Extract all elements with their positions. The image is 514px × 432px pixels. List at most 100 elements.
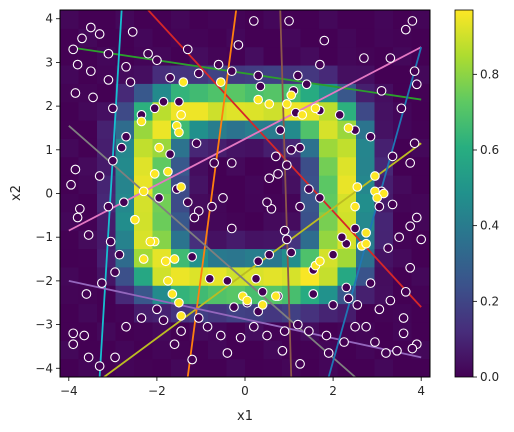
- heatmap-cell: [245, 230, 264, 250]
- heatmap-cell: [78, 138, 98, 158]
- point-class0: [295, 359, 305, 369]
- point-class0: [279, 326, 290, 336]
- heatmap-cell: [263, 358, 283, 377]
- heatmap-cell: [189, 193, 209, 213]
- heatmap-cell: [134, 156, 153, 176]
- point-class0: [110, 352, 120, 363]
- point-class0: [253, 70, 264, 81]
- heatmap-cell: [171, 358, 190, 377]
- colorbar-ticks: 0.0 0.2 0.4 0.6 0.8: [473, 67, 499, 384]
- point-class0: [381, 348, 391, 358]
- heatmap-cell: [263, 65, 283, 84]
- heatmap-cell: [337, 175, 357, 194]
- heatmap-cell: [134, 266, 153, 286]
- heatmap-cell: [300, 193, 320, 213]
- point-class0: [77, 33, 87, 44]
- point-class0: [361, 321, 371, 332]
- point-class0: [235, 332, 246, 343]
- point-class0: [339, 337, 349, 347]
- point-class0: [359, 53, 369, 63]
- point-class0: [125, 77, 136, 87]
- point-class0: [394, 232, 405, 243]
- heatmap-cell: [356, 83, 375, 103]
- heatmap-cell: [300, 358, 320, 377]
- heatmap-cell: [226, 230, 246, 250]
- heatmap-cell: [60, 358, 79, 377]
- point-class1: [178, 77, 189, 87]
- heatmap-cell: [226, 175, 246, 194]
- heatmap-cell: [245, 28, 264, 48]
- heatmap-cell: [319, 65, 338, 84]
- point-class1: [370, 171, 380, 181]
- heatmap-cell: [115, 358, 135, 377]
- heatmap-cell: [226, 101, 246, 121]
- heatmap-cell: [115, 211, 135, 231]
- point-class0: [136, 313, 147, 323]
- point-class0: [281, 160, 292, 170]
- heatmap-cell: [245, 101, 264, 121]
- point-class1: [242, 295, 253, 306]
- heatmap-cell: [115, 156, 135, 176]
- heatmap-cell: [337, 156, 357, 176]
- heatmap-cell: [337, 46, 357, 66]
- point-class1: [138, 254, 149, 264]
- heatmap-cell: [245, 156, 264, 176]
- heatmap-cell: [208, 28, 227, 48]
- heatmap-cell: [411, 46, 430, 66]
- heatmap-cell: [411, 120, 430, 139]
- point-class1: [352, 182, 363, 192]
- heatmap-cell: [300, 120, 320, 139]
- heatmap-cell: [115, 340, 135, 360]
- heatmap-cell: [78, 340, 98, 360]
- point-class0: [189, 212, 200, 223]
- heatmap-cell: [319, 175, 338, 194]
- heatmap-cell: [356, 193, 375, 213]
- heatmap-cell: [356, 10, 375, 29]
- point-class0: [405, 158, 416, 168]
- heatmap-cell: [60, 193, 79, 213]
- heatmap-cell: [60, 10, 79, 29]
- heatmap-cell: [115, 230, 135, 250]
- point-class1: [176, 110, 186, 120]
- heatmap-cell: [189, 156, 209, 176]
- heatmap-cell: [263, 10, 283, 29]
- point-class0: [209, 158, 220, 168]
- point-class0: [405, 262, 416, 273]
- heatmap-cell: [282, 340, 301, 360]
- point-class0: [262, 197, 272, 208]
- heatmap-cell: [356, 65, 375, 84]
- heatmap-cell: [189, 28, 209, 48]
- point-class0: [187, 354, 197, 365]
- heatmap-cell: [300, 46, 320, 66]
- heatmap-cell: [78, 303, 98, 323]
- heatmap-cell: [356, 138, 375, 158]
- heatmap-cell: [60, 303, 79, 323]
- point-class0: [72, 59, 83, 70]
- y-axis-label: x2: [9, 185, 24, 201]
- point-class1: [163, 166, 173, 177]
- heatmap-cell: [152, 28, 172, 48]
- x-axis-ticks: −4 −2 0 2 4: [60, 377, 425, 398]
- point-class0: [365, 131, 376, 142]
- point-class0: [251, 273, 261, 284]
- heatmap-cell: [411, 101, 430, 121]
- point-class0: [253, 256, 264, 267]
- point-class0: [127, 26, 138, 37]
- point-class0: [295, 142, 305, 153]
- point-class0: [416, 234, 427, 245]
- heatmap-cell: [374, 120, 394, 139]
- heatmap-cell: [337, 28, 357, 48]
- point-class0: [387, 151, 398, 162]
- point-class0: [277, 345, 288, 356]
- decision-line: [327, 46, 423, 377]
- point-class0: [398, 313, 409, 323]
- heatmap-cell: [411, 303, 430, 323]
- heatmap-cell: [300, 156, 320, 176]
- point-class0: [273, 168, 283, 179]
- point-class0: [191, 138, 202, 149]
- point-class1: [361, 227, 371, 238]
- point-class1: [136, 116, 147, 127]
- point-class0: [169, 339, 180, 350]
- heatmap-cell: [263, 28, 283, 48]
- heatmap-cell: [134, 193, 153, 213]
